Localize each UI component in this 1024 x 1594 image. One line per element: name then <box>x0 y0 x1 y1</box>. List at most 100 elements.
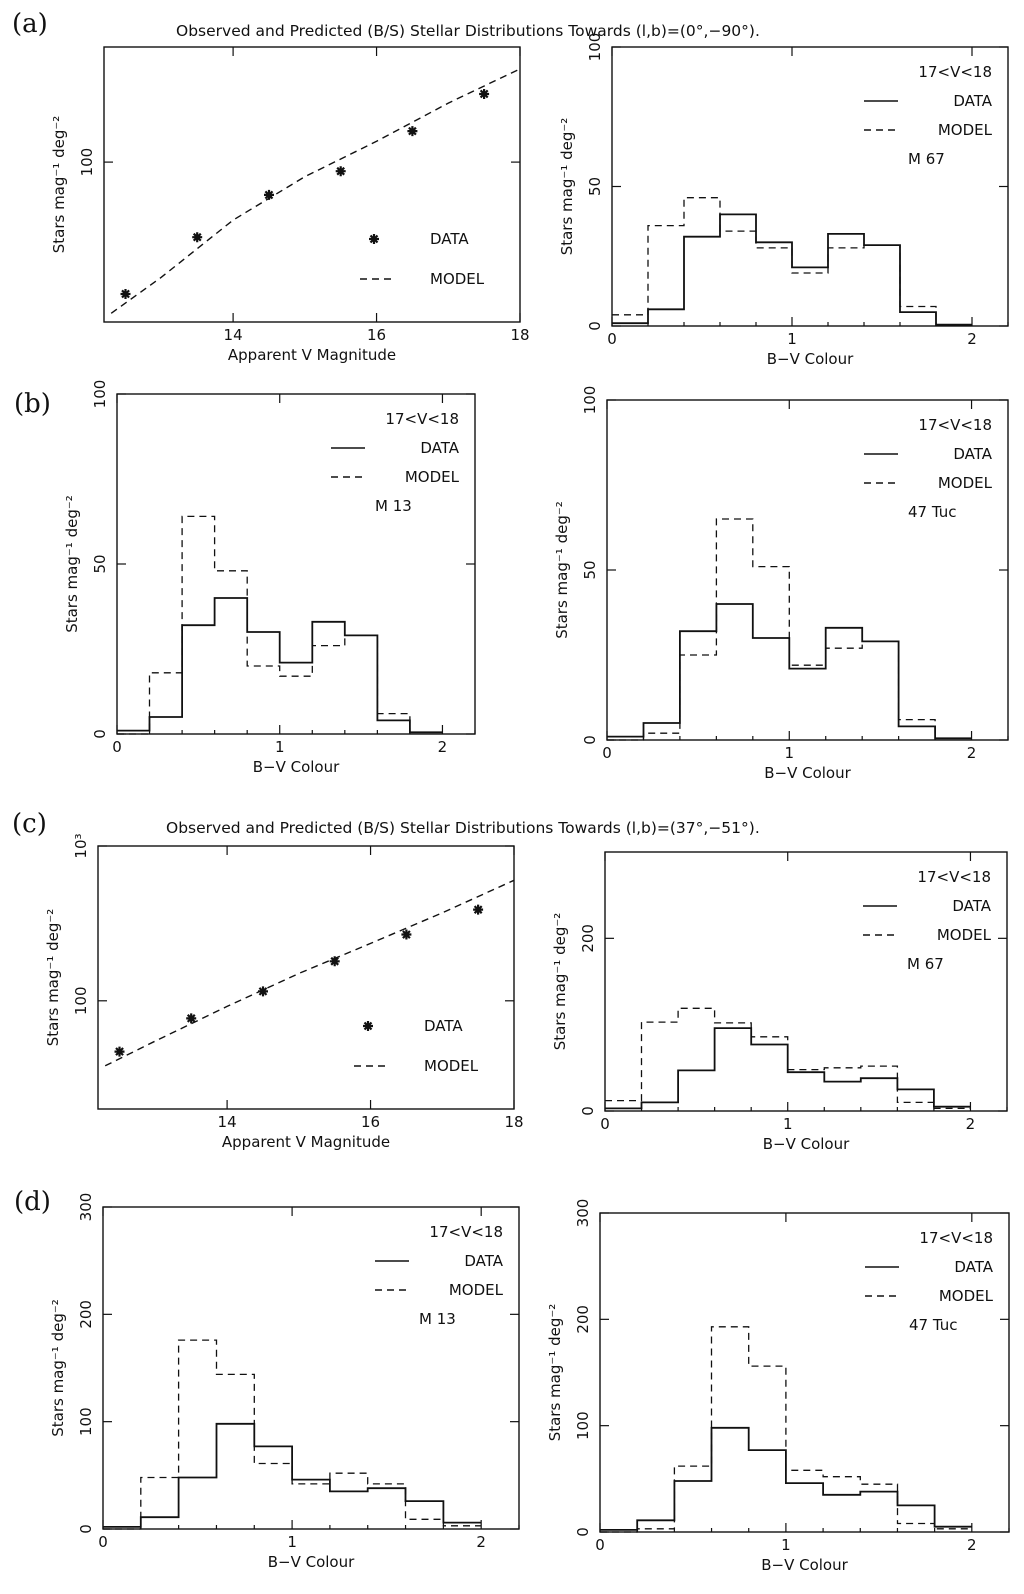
legend-label-model: MODEL <box>449 1281 504 1299</box>
series-model-line <box>104 879 515 1067</box>
annotation-range: 17<V<18 <box>919 1229 993 1247</box>
chart-6: 0 1 2 0 200 B−V Colour Stars mag⁻¹ deg⁻² 17<V<1… <box>551 851 1008 1153</box>
legend-label-data: DATA <box>954 1258 993 1276</box>
annotation-range: 17<V<18 <box>429 1223 503 1241</box>
chart-4: 0 1 2 0 50 100 B−V Colour Stars mag⁻¹ deg⁻² 17<V… <box>553 386 1009 782</box>
panel-label-c: (c) <box>12 809 47 839</box>
y-axis-label: Stars mag⁻¹ deg⁻² <box>63 495 81 633</box>
annotation-range: 17<V<18 <box>918 416 992 434</box>
y-tick-label: 100 <box>91 380 109 409</box>
chart-3: 0 1 2 0 50 100 B−V Colour Stars mag⁻¹ deg⁻² 17<V… <box>63 380 476 776</box>
y-tick-label: 200 <box>77 1300 95 1329</box>
x-tick-label: 0 <box>607 330 617 348</box>
x-tick-label: 0 <box>112 738 122 756</box>
y-tick-label: 50 <box>91 554 109 573</box>
series-model-step-line <box>607 518 972 741</box>
y-tick-label: 100 <box>574 1411 592 1440</box>
data-point <box>329 956 340 967</box>
legend-swatch-data <box>363 1021 373 1031</box>
panel-label-d: (d) <box>14 1187 51 1217</box>
series-model-step-line <box>103 1339 482 1530</box>
annotation-range: 17<V<18 <box>918 63 992 81</box>
x-tick-label: 2 <box>967 330 977 348</box>
data-point <box>258 986 268 997</box>
x-axis-label: B−V Colour <box>761 1556 848 1574</box>
legend-label-model: MODEL <box>938 121 993 139</box>
data-point <box>407 126 418 137</box>
chart-1: 14 16 18 100 Apparent V Magnitude Stars mag⁻¹… <box>50 46 530 364</box>
x-tick-label: 2 <box>476 1533 486 1551</box>
y-tick-label: 50 <box>581 560 599 579</box>
y-tick-label: 300 <box>77 1193 95 1222</box>
y-tick-label: 100 <box>77 1407 95 1436</box>
plot-frame <box>102 1206 520 1530</box>
y-tick-label: 300 <box>574 1199 592 1228</box>
x-tick-label: 1 <box>784 744 794 762</box>
legend-label-model: MODEL <box>937 926 992 944</box>
chart-2: 0 1 2 0 50 100 B−V Colour Stars mag⁻¹ deg⁻² 17<V… <box>558 33 1009 368</box>
legend-label-data: DATA <box>464 1252 503 1270</box>
y-axis-label: Stars mag⁻¹ deg⁻² <box>546 1304 564 1442</box>
x-tick-label: 2 <box>438 738 448 756</box>
x-tick-label: 1 <box>787 330 797 348</box>
y-tick-label: 200 <box>579 924 597 953</box>
y-tick-label: 0 <box>91 729 109 739</box>
plot-frame <box>606 399 1009 741</box>
x-axis-label: B−V Colour <box>763 1135 850 1153</box>
y-tick-label: 0 <box>579 1106 597 1116</box>
data-point <box>120 289 131 299</box>
panel-label-a: (a) <box>12 9 48 39</box>
x-tick-label: 0 <box>600 1115 610 1133</box>
legend-label-model: MODEL <box>938 474 993 492</box>
x-axis-label: Apparent V Magnitude <box>228 346 396 364</box>
x-tick-label: 14 <box>224 326 243 344</box>
plot-frame <box>611 46 1009 327</box>
data-point <box>401 929 412 940</box>
x-axis-label: B−V Colour <box>253 758 340 776</box>
series-data-step-line <box>103 1422 482 1528</box>
y-tick-label: 0 <box>77 1524 95 1534</box>
legend-label-model: MODEL <box>405 468 460 486</box>
y-tick-label: 0 <box>581 735 599 745</box>
annotation-range: 17<V<18 <box>917 868 991 886</box>
y-tick-label: 50 <box>586 177 604 196</box>
annotation-cluster: M 67 <box>907 955 944 973</box>
x-axis-label: B−V Colour <box>268 1553 355 1571</box>
plot-frame <box>604 851 1008 1112</box>
x-axis-label: B−V Colour <box>767 350 854 368</box>
x-tick-label: 16 <box>361 1113 380 1131</box>
data-point <box>479 89 490 99</box>
title-top: Observed and Predicted (B/S) Stellar Dis… <box>176 22 760 40</box>
y-axis-label: Stars mag⁻¹ deg⁻² <box>44 909 62 1047</box>
annotation-cluster: M 13 <box>375 497 412 515</box>
legend-label-model: MODEL <box>424 1057 479 1075</box>
legend-label-model: MODEL <box>939 1287 994 1305</box>
series-model-step-line <box>600 1326 972 1533</box>
y-tick-label: 100 <box>581 386 599 415</box>
y-tick-label: 10³ <box>72 833 90 858</box>
x-tick-label: 2 <box>967 1536 977 1554</box>
annotation-cluster: 47 Tuc <box>908 503 957 521</box>
x-tick-label: 1 <box>781 1536 791 1554</box>
x-axis-label: Apparent V Magnitude <box>222 1133 390 1151</box>
y-axis-label: Stars mag⁻¹ deg⁻² <box>558 118 576 256</box>
x-tick-label: 1 <box>287 1533 297 1551</box>
annotation-cluster: M 13 <box>419 1310 456 1328</box>
y-axis-label: Stars mag⁻¹ deg⁻² <box>49 1299 67 1437</box>
plot-frame <box>97 845 515 1110</box>
y-axis-label: Stars mag⁻¹ deg⁻² <box>50 116 68 254</box>
y-axis-label: Stars mag⁻¹ deg⁻² <box>551 913 569 1051</box>
data-point <box>114 1046 125 1057</box>
legend-label-data: DATA <box>430 230 469 248</box>
legend-label-model: MODEL <box>430 270 485 288</box>
chart-7: 0 1 2 0 100 200 300 B−V Colour Stars mag⁻¹ deg⁻²… <box>49 1193 520 1571</box>
data-point <box>264 189 274 200</box>
legend-label-data: DATA <box>953 92 992 110</box>
y-axis-label: Stars mag⁻¹ deg⁻² <box>553 501 571 639</box>
chart-5: 14 16 18 100 10³ Apparent V Magnitude Stars ma… <box>44 833 524 1151</box>
annotation-cluster: M 67 <box>908 150 945 168</box>
plot-frame <box>599 1212 1010 1533</box>
x-tick-label: 1 <box>275 738 285 756</box>
